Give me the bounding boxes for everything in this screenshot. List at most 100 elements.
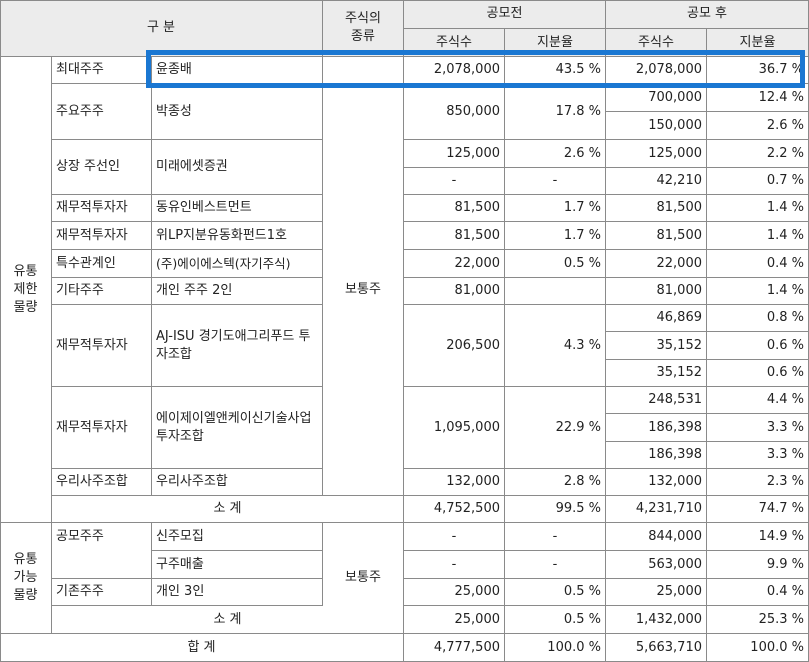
t1-after-shares: 844,000 xyxy=(606,523,707,551)
row7-before-shares: 81,000 xyxy=(404,278,505,305)
row4-after-shares: 81,500 xyxy=(606,195,707,222)
row3-after-ratio-1: 2.2 % xyxy=(707,140,809,168)
row6-before-shares: 22,000 xyxy=(404,250,505,278)
t2-before-shares: - xyxy=(404,551,505,579)
total-before-shares: 4,777,500 xyxy=(404,634,505,662)
t2-name: 구주매출 xyxy=(152,551,323,579)
row2-after-shares-2: 150,000 xyxy=(606,112,707,140)
row1-name: 윤종배 xyxy=(152,57,323,84)
row2-after-ratio-1: 12.4 % xyxy=(707,84,809,112)
row8-name: AJ-ISU 경기도애그리푸드 투자조합 xyxy=(152,305,323,387)
row6-name: (주)에이에스텍(자기주식) xyxy=(152,250,323,278)
row9-name: 에이제이엘앤케이신기술사업투자조합 xyxy=(152,387,323,469)
row5-after-shares: 81,500 xyxy=(606,222,707,250)
t1-before-ratio: - xyxy=(505,523,606,551)
header-category: 구 분 xyxy=(0,0,323,57)
row6-after-shares: 22,000 xyxy=(606,250,707,278)
row10-after-shares: 132,000 xyxy=(606,469,707,496)
row5-before-shares: 81,500 xyxy=(404,222,505,250)
row2-before-shares: 850,000 xyxy=(404,84,505,140)
t3-type: 기존주주 xyxy=(52,579,152,606)
header-after-ratio: 지분율 xyxy=(707,29,809,57)
row9-after-ratio-2: 3.3 % xyxy=(707,414,809,442)
t2-after-ratio: 9.9 % xyxy=(707,551,809,579)
row2-name: 박종성 xyxy=(152,84,323,140)
row7-before-ratio xyxy=(505,278,606,305)
t3-after-shares: 25,000 xyxy=(606,579,707,606)
row4-type: 재무적투자자 xyxy=(52,195,152,222)
header-before-shares: 주식수 xyxy=(404,29,505,57)
row3-before-ratio-1: 2.6 % xyxy=(505,140,606,168)
total-before-ratio: 100.0 % xyxy=(505,634,606,662)
row8-after-ratio-3: 0.6 % xyxy=(707,360,809,387)
row9-before-ratio: 22.9 % xyxy=(505,387,606,469)
row7-after-ratio: 1.4 % xyxy=(707,278,809,305)
total-after-shares: 5,663,710 xyxy=(606,634,707,662)
row10-before-shares: 132,000 xyxy=(404,469,505,496)
row3-before-shares-2: - xyxy=(404,168,505,195)
row4-after-ratio: 1.4 % xyxy=(707,195,809,222)
share-type-restricted: 보통주 xyxy=(323,84,404,496)
row7-name: 개인 주주 2인 xyxy=(152,278,323,305)
row3-type: 상장 주선인 xyxy=(52,140,152,195)
row5-after-ratio: 1.4 % xyxy=(707,222,809,250)
t1-before-shares: - xyxy=(404,523,505,551)
row7-after-shares: 81,000 xyxy=(606,278,707,305)
row5-before-ratio: 1.7 % xyxy=(505,222,606,250)
t1-name: 신주모집 xyxy=(152,523,323,551)
group-restricted: 유통 제한 물량 xyxy=(0,57,52,523)
row8-type: 재무적투자자 xyxy=(52,305,152,387)
total-after-ratio: 100.0 % xyxy=(707,634,809,662)
row1-before-shares: 2,078,000 xyxy=(404,57,505,84)
row8-after-shares-2: 35,152 xyxy=(606,332,707,360)
row10-type: 우리사주조합 xyxy=(52,469,152,496)
subtotal2-after-ratio: 25.3 % xyxy=(707,606,809,634)
row5-type: 재무적투자자 xyxy=(52,222,152,250)
row8-after-shares-1: 46,869 xyxy=(606,305,707,332)
row6-before-ratio: 0.5 % xyxy=(505,250,606,278)
row9-after-shares-2: 186,398 xyxy=(606,414,707,442)
row10-before-ratio: 2.8 % xyxy=(505,469,606,496)
row1-before-ratio: 43.5 % xyxy=(505,57,606,84)
row6-type: 특수관계인 xyxy=(52,250,152,278)
subtotal1-before-shares: 4,752,500 xyxy=(404,496,505,523)
row8-before-ratio: 4.3 % xyxy=(505,305,606,387)
row8-after-shares-3: 35,152 xyxy=(606,360,707,387)
row3-after-shares-2: 42,210 xyxy=(606,168,707,195)
row9-after-shares-1: 248,531 xyxy=(606,387,707,414)
header-after-shares: 주식수 xyxy=(606,29,707,57)
row6-after-ratio: 0.4 % xyxy=(707,250,809,278)
row4-name: 동유인베스트먼트 xyxy=(152,195,323,222)
header-after: 공모 후 xyxy=(606,0,809,29)
row2-after-ratio-2: 2.6 % xyxy=(707,112,809,140)
t1-type: 공모주주 xyxy=(52,523,152,579)
row3-after-ratio-2: 0.7 % xyxy=(707,168,809,195)
row4-before-shares: 81,500 xyxy=(404,195,505,222)
subtotal2-before-ratio: 0.5 % xyxy=(505,606,606,634)
t1-after-ratio: 14.9 % xyxy=(707,523,809,551)
row4-before-ratio: 1.7 % xyxy=(505,195,606,222)
header-share-type: 주식의 종류 xyxy=(323,0,404,57)
subtotal2-after-shares: 1,432,000 xyxy=(606,606,707,634)
subtotal1-label: 소 계 xyxy=(52,496,404,523)
row3-name: 미래에셋증권 xyxy=(152,140,323,195)
total-label: 합 계 xyxy=(0,634,404,662)
row3-after-shares-1: 125,000 xyxy=(606,140,707,168)
t3-name: 개인 3인 xyxy=(152,579,323,606)
row2-before-ratio: 17.8 % xyxy=(505,84,606,140)
t3-after-ratio: 0.4 % xyxy=(707,579,809,606)
row1-after-shares: 2,078,000 xyxy=(606,57,707,84)
t3-before-shares: 25,000 xyxy=(404,579,505,606)
row9-after-ratio-3: 3.3 % xyxy=(707,442,809,469)
t2-after-shares: 563,000 xyxy=(606,551,707,579)
row1-after-ratio: 36.7 % xyxy=(707,57,809,84)
subtotal1-after-ratio: 74.7 % xyxy=(707,496,809,523)
row9-after-ratio-1: 4.4 % xyxy=(707,387,809,414)
row2-type: 주요주주 xyxy=(52,84,152,140)
row3-before-shares-1: 125,000 xyxy=(404,140,505,168)
row5-name: 위LP지분유동화펀드1호 xyxy=(152,222,323,250)
header-before-ratio: 지분율 xyxy=(505,29,606,57)
share-type-r1 xyxy=(323,57,404,84)
row8-after-ratio-2: 0.6 % xyxy=(707,332,809,360)
row10-name: 우리사주조합 xyxy=(152,469,323,496)
